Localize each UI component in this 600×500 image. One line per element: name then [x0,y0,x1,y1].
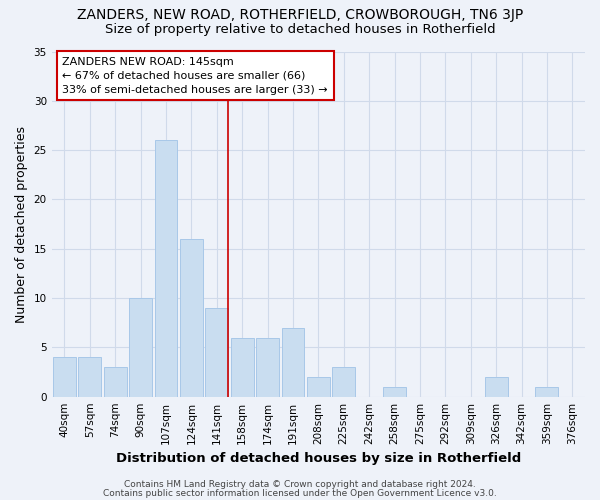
Bar [53,357,76,397]
Bar [155,140,178,396]
Bar [79,357,101,397]
X-axis label: Distribution of detached houses by size in Rotherfield: Distribution of detached houses by size … [116,452,521,465]
Y-axis label: Number of detached properties: Number of detached properties [15,126,28,322]
Bar [307,377,330,396]
Bar [332,367,355,396]
Bar [205,308,228,396]
Bar [180,239,203,396]
Bar [231,338,254,396]
Text: ZANDERS NEW ROAD: 145sqm
← 67% of detached houses are smaller (66)
33% of semi-d: ZANDERS NEW ROAD: 145sqm ← 67% of detach… [62,56,328,94]
Text: Contains public sector information licensed under the Open Government Licence v3: Contains public sector information licen… [103,488,497,498]
Bar [256,338,279,396]
Text: Size of property relative to detached houses in Rotherfield: Size of property relative to detached ho… [104,22,496,36]
Bar [383,387,406,396]
Bar [129,298,152,396]
Bar [485,377,508,396]
Text: Contains HM Land Registry data © Crown copyright and database right 2024.: Contains HM Land Registry data © Crown c… [124,480,476,489]
Text: ZANDERS, NEW ROAD, ROTHERFIELD, CROWBOROUGH, TN6 3JP: ZANDERS, NEW ROAD, ROTHERFIELD, CROWBORO… [77,8,523,22]
Bar [104,367,127,396]
Bar [535,387,559,396]
Bar [281,328,304,396]
